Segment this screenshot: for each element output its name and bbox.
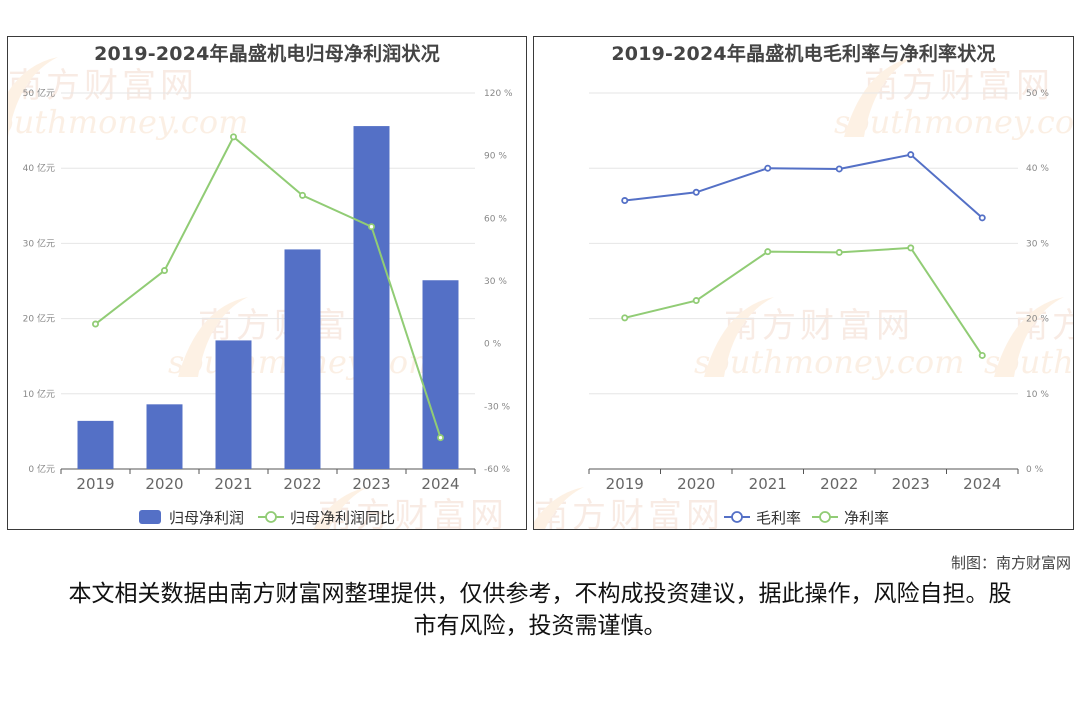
bar-2019 [77,420,114,469]
y-right-tick-label: -60 % [484,465,511,475]
watermark-logo-icon [994,297,1064,377]
series-point-毛利率-2020 [692,188,700,196]
x-tick-label-2019: 2019 [76,475,114,493]
y-right-tick-label: 40 % [1026,164,1049,174]
legend-label: 归母净利润 [169,509,244,527]
watermark-cn: 南方财富网 [534,496,724,530]
series-point-净利率-2022 [835,248,843,256]
legend-marker-净利率 [819,511,831,523]
y-left-tick-label: 50 亿元 [23,87,55,99]
watermark-cn: 南方财富网 [864,66,1054,106]
y-right-tick-label: 30 % [484,277,507,287]
x-tick-label-2019: 2019 [606,475,644,493]
chart-credit: 制图：南方财富网 [950,554,1071,572]
series-point-净利率-2020 [692,297,700,305]
disclaimer-text: 本文相关数据由南方财富网整理提供，仅供参考，不构成投资建议，据此操作，风险自担。… [68,581,1012,639]
legend-swatch-归母净利润 [139,510,161,524]
watermark-en: southmoney.com [694,343,964,381]
watermark-logo-icon [534,487,584,529]
y-right-tick-label: -30 % [484,402,511,412]
margin-chart-title: 2019-2024年晶盛机电毛利率与净利率状况 [611,43,996,65]
watermark-logo-icon [313,487,368,529]
legend-label: 净利率 [844,509,889,527]
series-point-净利率-2024 [978,351,986,359]
x-tick-label-2021: 2021 [749,475,787,493]
series-line-净利率 [624,246,984,357]
watermark-en: southmoney.com [984,343,1074,381]
watermark-layer: 南方财富网southmoney.com南方财富网southmoney.com南方… [534,57,1074,530]
x-tick-label-2022: 2022 [283,475,321,493]
x-tick-label-2023: 2023 [892,475,930,493]
yoy-point-2021 [229,133,237,141]
series-point-毛利率-2024 [978,214,986,222]
series-point-毛利率-2023 [907,151,915,159]
y-left-tick-label: 10 亿元 [23,388,55,400]
series-point-毛利率-2021 [764,164,772,172]
legend-label: 归母净利润同比 [290,509,395,527]
series-point-净利率-2023 [907,244,915,252]
watermark-en: southmoney.com [8,103,248,141]
watermark-cn: 南方财富网 [1014,306,1074,346]
y-right-tick-label: 20 % [1026,315,1049,325]
bar-2022 [284,249,321,469]
yoy-point-2023 [367,223,375,231]
x-tick-label-2023: 2023 [352,475,390,493]
net-profit-chart: 南方财富网southmoney.com南方财富网southmoney.com南方… [8,57,513,530]
watermark-en: southmoney.com [834,103,1074,141]
bar-2020 [146,404,183,469]
y-right-tick-label: 0 % [1026,465,1044,475]
y-right-tick-label: 120 % [484,89,513,99]
watermark-cn: 南方财富网 [318,496,508,530]
net-profit-chart-panel: 南方财富网southmoney.com南方财富网southmoney.com南方… [7,36,527,530]
margin-chart-panel: 南方财富网southmoney.com南方财富网southmoney.com南方… [533,36,1074,530]
x-tick-label-2024: 2024 [963,475,1001,493]
bar-2021 [215,340,252,469]
yoy-point-2022 [298,191,306,199]
y-right-tick-label: 0 % [484,340,502,350]
y-right-tick-label: 90 % [484,152,507,162]
series-line-毛利率 [624,153,983,219]
legend-marker-归母净利润同比 [265,511,277,523]
series-point-毛利率-2019 [621,197,629,205]
y-right-tick-label: 30 % [1026,239,1049,249]
watermark-logo-icon [844,57,914,137]
y-right-tick-label: 50 % [1026,89,1049,99]
series-point-净利率-2019 [621,314,629,322]
x-tick-label-2020: 2020 [145,475,183,493]
series-point-净利率-2021 [764,248,772,256]
margin-chart: 南方财富网southmoney.com南方财富网southmoney.com南方… [534,57,1074,530]
bar-2023 [353,126,390,469]
y-left-tick-label: 20 亿元 [23,313,55,325]
x-tick-label-2021: 2021 [214,475,252,493]
yoy-point-2020 [160,267,168,275]
yoy-point-2024 [436,434,444,442]
x-tick-label-2024: 2024 [421,475,459,493]
legend-marker-毛利率 [731,511,743,523]
x-tick-label-2020: 2020 [677,475,715,493]
net-profit-chart-title: 2019-2024年晶盛机电归母净利润状况 [94,43,440,65]
legend-label: 毛利率 [756,509,801,527]
watermark-logo-icon [704,297,774,377]
watermark-logo-icon [8,57,58,137]
y-right-tick-label: 10 % [1026,390,1049,400]
watermark-cn: 南方财富网 [724,306,914,346]
yoy-line [94,135,442,438]
y-left-tick-label: 30 亿元 [23,237,55,249]
watermark-cn: 南方财富网 [8,66,198,106]
series-point-毛利率-2022 [835,165,843,173]
y-left-tick-label: 0 亿元 [28,463,55,475]
x-tick-label-2022: 2022 [820,475,858,493]
y-right-tick-label: 60 % [484,214,507,224]
yoy-point-2019 [92,320,100,328]
y-left-tick-label: 40 亿元 [23,162,55,174]
watermark-logo-icon [178,297,248,377]
